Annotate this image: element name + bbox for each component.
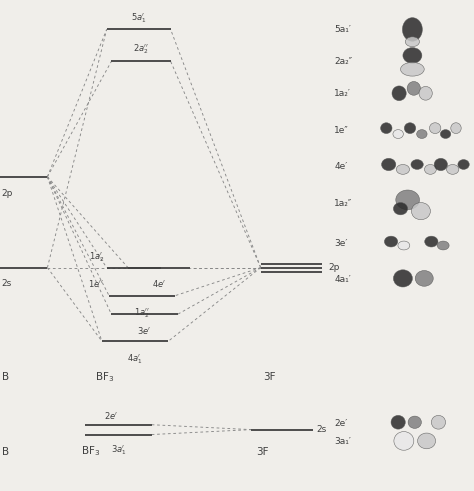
Ellipse shape [381,123,392,134]
Text: $5a_1'$: $5a_1'$ [131,11,146,25]
Text: $1a_2''$: $1a_2''$ [134,306,150,320]
Ellipse shape [405,37,419,47]
Ellipse shape [434,158,447,170]
Ellipse shape [440,130,451,138]
Ellipse shape [419,86,432,100]
Ellipse shape [407,82,420,95]
Text: 3F: 3F [263,372,275,382]
Ellipse shape [402,18,422,41]
Ellipse shape [396,190,419,210]
Ellipse shape [393,203,408,215]
Ellipse shape [429,123,441,134]
Ellipse shape [415,271,433,286]
Ellipse shape [411,203,430,220]
Text: 2p: 2p [1,189,12,197]
Text: 5a₁′: 5a₁′ [334,25,351,34]
Ellipse shape [398,241,410,250]
Ellipse shape [437,241,449,250]
Ellipse shape [408,416,421,428]
Ellipse shape [382,158,396,170]
Text: 2p: 2p [328,263,339,272]
Ellipse shape [384,236,398,247]
Ellipse shape [403,48,422,63]
Ellipse shape [458,160,469,169]
Ellipse shape [431,415,446,429]
Text: 1e″: 1e″ [334,126,349,135]
Text: 1a₂′: 1a₂′ [334,89,351,98]
Ellipse shape [417,130,427,138]
Ellipse shape [425,236,438,247]
Text: 3a₁′: 3a₁′ [334,437,351,446]
Text: BF$_3$: BF$_3$ [81,445,100,459]
Text: 4a₁′: 4a₁′ [334,275,351,284]
Ellipse shape [394,432,414,450]
Text: $4a_1'$: $4a_1'$ [128,352,143,365]
Text: $2a_2''$: $2a_2''$ [133,43,149,56]
Text: B: B [2,372,9,382]
Text: BF$_3$: BF$_3$ [95,370,114,384]
Ellipse shape [404,123,416,134]
Text: $3e'$: $3e'$ [137,325,152,336]
Text: $3a_1'$: $3a_1'$ [111,443,126,457]
Text: 2a₂″: 2a₂″ [334,57,352,66]
Ellipse shape [391,415,405,429]
Text: 2e′: 2e′ [334,419,347,428]
Ellipse shape [424,164,436,174]
Text: 4e′: 4e′ [334,163,347,171]
Text: 2s: 2s [317,425,327,434]
Ellipse shape [447,164,459,174]
Text: $2e'$: $2e'$ [104,410,118,421]
Text: $4e'$: $4e'$ [152,278,166,289]
Text: 3e′: 3e′ [334,239,347,247]
Ellipse shape [418,433,436,449]
Text: 3F: 3F [256,447,268,457]
Text: B: B [2,447,9,457]
Ellipse shape [392,86,406,101]
Ellipse shape [411,160,423,169]
Ellipse shape [396,164,410,174]
Text: $1a_2'$: $1a_2'$ [89,251,104,264]
Ellipse shape [401,62,424,76]
Ellipse shape [451,123,461,134]
Ellipse shape [393,270,412,287]
Text: 1a₂″: 1a₂″ [334,199,353,208]
Ellipse shape [393,130,403,138]
Text: 2s: 2s [1,279,11,288]
Text: $1e''$: $1e''$ [88,278,104,289]
